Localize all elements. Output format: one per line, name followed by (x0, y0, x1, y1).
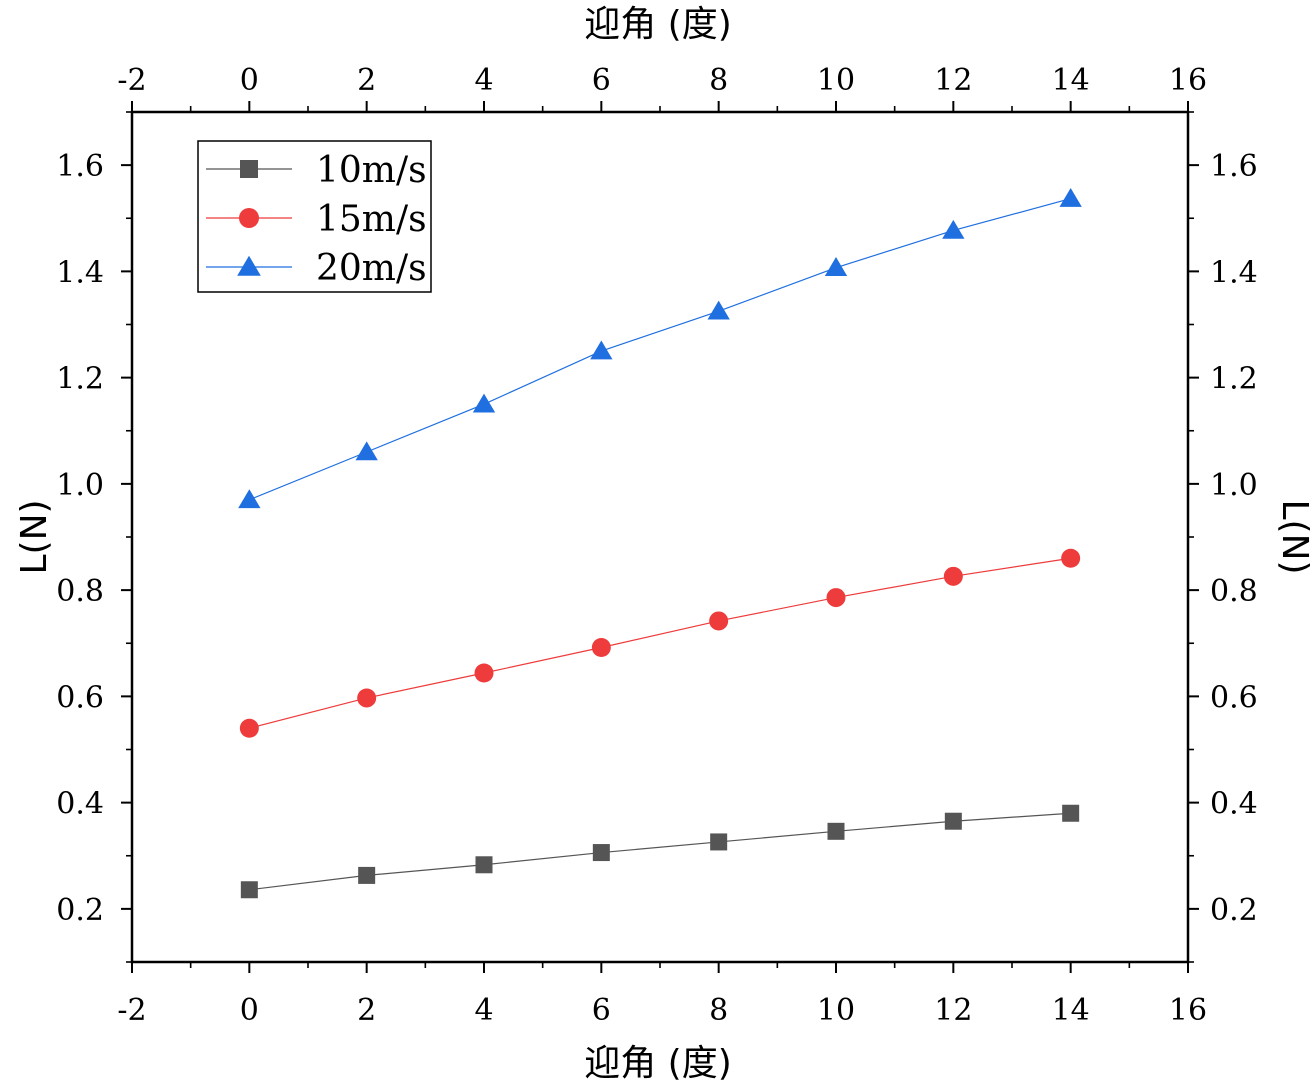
x-axis-title-bottom: 迎角 (度) (584, 1043, 732, 1083)
x-tick-label-bottom: 14 (1052, 993, 1090, 1028)
data-point (591, 638, 611, 657)
y-tick-label-right: 0.8 (1210, 574, 1258, 609)
series-line (249, 557, 1071, 729)
x-tick-label-top: 4 (474, 63, 493, 98)
y-tick-label-left: 0.6 (56, 680, 104, 715)
data-point (240, 881, 258, 899)
x-tick-label-bottom: -2 (117, 993, 146, 1028)
x-tick-label-top: 6 (592, 63, 611, 98)
x-tick-label-top: 2 (357, 63, 376, 98)
data-point (827, 822, 845, 840)
legend-marker (240, 160, 258, 178)
legend-label: 15m/s (316, 199, 427, 240)
data-point (475, 856, 493, 874)
series-line (249, 812, 1071, 891)
x-tick-label-bottom: 6 (592, 993, 611, 1028)
y-tick-label-right: 1.2 (1210, 362, 1258, 397)
y-tick-label-left: 0.4 (56, 787, 104, 822)
data-point (472, 393, 496, 413)
data-point (592, 844, 610, 862)
y-tick-label-right: 0.6 (1210, 680, 1258, 715)
x-tick-label-bottom: 12 (934, 993, 972, 1028)
legend-marker (237, 255, 261, 276)
data-point (355, 441, 378, 461)
y-axis-title-left: L(N) (14, 499, 55, 574)
x-tick-label-bottom: 8 (709, 993, 728, 1028)
data-point (238, 489, 261, 509)
data-point (590, 340, 613, 360)
data-point (943, 566, 963, 586)
data-point (357, 688, 377, 708)
legend-marker (239, 208, 259, 228)
x-tick-label-bottom: 0 (240, 993, 259, 1028)
y-tick-label-left: 1.0 (56, 468, 104, 503)
legend-label: 20m/s (316, 248, 427, 289)
data-point (474, 663, 494, 683)
series-layer (238, 187, 1082, 899)
data-point (709, 611, 729, 631)
y-tick-label-right: 1.6 (1210, 149, 1258, 184)
x-tick-label-top: 12 (934, 63, 972, 98)
y-tick-label-right: 1.4 (1210, 255, 1258, 290)
x-axis-title-top: 迎角 (度) (584, 4, 732, 45)
x-tick-label-top: 8 (709, 63, 728, 98)
legend: 10m/s 15m/s 20m/s (197, 140, 432, 293)
x-tick-label-top: 10 (817, 63, 855, 98)
series-0 (240, 804, 1080, 899)
x-tick-label-top: 16 (1169, 63, 1207, 98)
legend-label: 10m/s (316, 150, 427, 191)
series-2 (238, 187, 1082, 509)
data-point (358, 866, 376, 884)
data-point (707, 300, 730, 320)
x-tick-label-top: 0 (240, 63, 259, 98)
x-tick-label-bottom: 4 (474, 993, 493, 1028)
series-line (249, 198, 1071, 501)
data-point (944, 812, 962, 830)
y-tick-label-left: 0.8 (56, 574, 104, 609)
data-point (710, 833, 728, 851)
y-tick-label-left: 1.2 (56, 362, 104, 397)
x-tick-label-top: 14 (1052, 63, 1090, 98)
y-tick-label-left: 1.6 (56, 149, 104, 184)
axes-layer: -2 -2 0 0 2 2 4 4 6 6 8 8 10 10 12 12 14 14 16 16 0.2 0.2 0.4 0… (56, 63, 1257, 1028)
y-tick-label-left: 0.2 (56, 893, 104, 928)
series-1 (239, 548, 1081, 738)
data-point (1062, 804, 1080, 822)
x-tick-label-top: -2 (117, 63, 146, 98)
y-tick-label-right: 1.0 (1210, 468, 1258, 503)
x-tick-label-bottom: 16 (1169, 993, 1207, 1028)
y-tick-label-left: 1.4 (56, 255, 104, 290)
y-tick-label-right: 0.2 (1210, 893, 1258, 928)
y-tick-label-right: 0.4 (1210, 787, 1258, 822)
x-tick-label-bottom: 10 (817, 993, 855, 1028)
data-point (1059, 187, 1082, 207)
data-point (826, 588, 846, 608)
data-point (1061, 548, 1081, 568)
data-point (239, 718, 259, 738)
x-tick-label-bottom: 2 (357, 993, 376, 1028)
y-axis-title-right: L(N) (1274, 499, 1312, 574)
data-point (824, 257, 848, 276)
data-point (942, 219, 965, 239)
